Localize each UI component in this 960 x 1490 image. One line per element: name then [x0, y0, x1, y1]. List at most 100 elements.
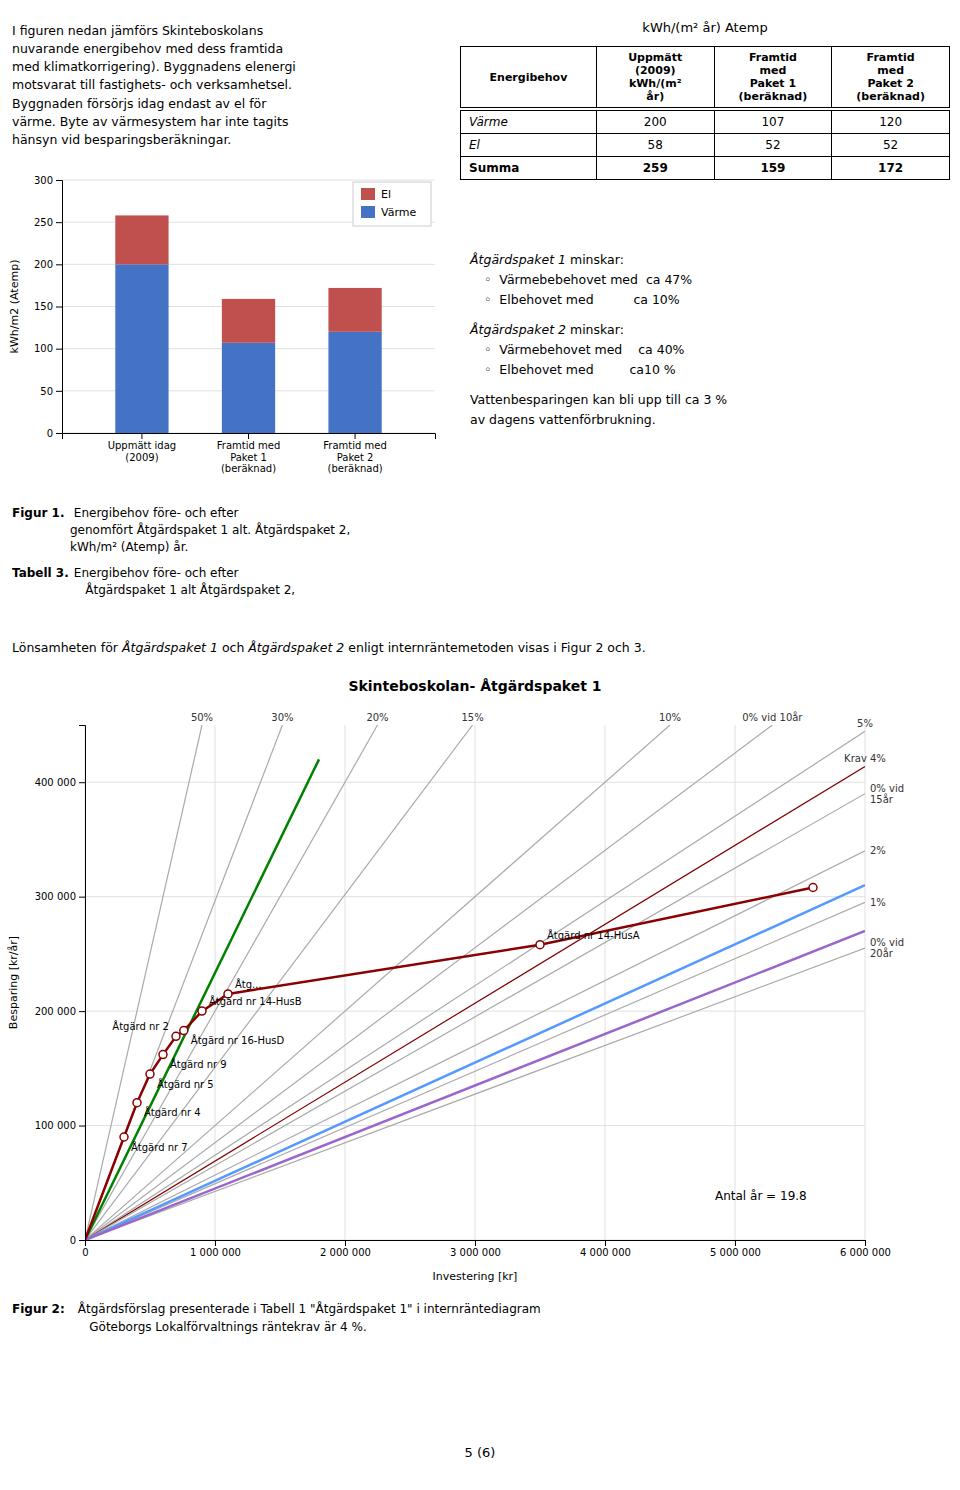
x-axis-line — [63, 434, 436, 440]
y-axis-tick-label: 200 000 — [35, 1006, 76, 1017]
y-axis-tick-label: 300 — [34, 175, 53, 186]
table-cell: 58 — [596, 134, 714, 157]
line — [85, 948, 865, 1240]
x-axis-tick-mark — [248, 433, 249, 439]
x-axis-tick: 2 000 000 — [320, 1240, 371, 1258]
y-axis-tick-mark — [56, 222, 62, 223]
grid-line — [62, 180, 435, 181]
grid-line — [345, 725, 346, 1240]
line-label: 20% — [366, 712, 388, 723]
point-label: Åtgärd nr 7 — [131, 1141, 188, 1153]
legend-box — [353, 182, 431, 226]
paragraph: I figuren nedan jämförs Skinteboskolans … — [12, 22, 442, 149]
caption-label: Tabell 3. — [12, 565, 70, 599]
y-axis-tick: 250 — [34, 217, 62, 228]
table-cell: 172 — [832, 157, 950, 180]
point — [159, 1051, 167, 1059]
bar — [222, 299, 275, 343]
y-axis-tick-label: 100 000 — [35, 1120, 76, 1131]
table-header: Energibehov — [461, 47, 597, 110]
line — [85, 725, 378, 1240]
line-label: 0% vid 10år — [742, 711, 803, 723]
summary-heading: Åtgärdspaket 1 — [470, 252, 566, 267]
x-axis-tick-label: 6 000 000 — [840, 1247, 891, 1258]
x-axis-tick: 3 000 000 — [450, 1240, 501, 1258]
grid — [62, 180, 435, 433]
x-axis-tick: Framtid medPaket 2(beräknad) — [323, 433, 386, 474]
legend: ElVärme — [353, 182, 431, 226]
caption-text: Åtgärdsförslag presenterade i Tabell 1 "… — [74, 1300, 541, 1336]
plot-area — [85, 725, 865, 1240]
y-axis-line — [56, 181, 63, 434]
y-axis: 050100150200250300 — [34, 175, 63, 439]
point — [536, 941, 544, 949]
line-label: 0% vid20år — [870, 937, 904, 959]
x-axis-tick-label: 2 000 000 — [320, 1247, 371, 1258]
x-axis-tick-mark — [345, 1240, 346, 1246]
line-label: 15% — [461, 712, 483, 723]
y-axis-tick-label: 100 — [34, 343, 53, 354]
caption-label: Figur 2: — [12, 1300, 74, 1336]
y-axis-tick-mark — [79, 897, 85, 898]
summary-text: minskar: — [566, 322, 624, 337]
x-axis-tick-mark — [355, 433, 356, 439]
x-axis: Uppmätt idag(2009)Framtid medPaket 1(ber… — [63, 433, 436, 474]
line — [85, 794, 865, 1240]
table-cell: 259 — [596, 157, 714, 180]
bar — [222, 343, 275, 433]
point — [146, 1070, 154, 1078]
x-axis-tick-label: Framtid medPaket 2(beräknad) — [323, 440, 386, 474]
table-cell: 52 — [714, 134, 832, 157]
table-header: Framtid med Paket 1 (beräknad) — [714, 47, 832, 110]
x-axis-tick-mark — [865, 1240, 866, 1246]
summary-heading-line: Åtgärdspaket 2 minskar: — [470, 320, 940, 340]
line-label: 0% vid15år — [870, 783, 904, 805]
x-axis-tick: 0 — [82, 1240, 88, 1258]
intro-segment: och — [218, 640, 248, 655]
point — [809, 884, 817, 892]
y-axis-tick-mark — [56, 391, 62, 392]
line-label: 10% — [659, 712, 681, 723]
y-axis-tick-label: 200 — [34, 259, 53, 270]
legend-label: Värme — [381, 206, 416, 219]
line-label: 2% — [870, 845, 886, 856]
caption-text: Energibehov före- och efter genomfört Åt… — [70, 505, 350, 555]
point — [198, 1007, 206, 1015]
x-axis-tick: Uppmätt idag(2009) — [108, 433, 177, 463]
y-axis-line — [79, 726, 86, 1241]
caption: Figur 1. Energibehov före- och efter gen… — [12, 505, 452, 555]
x-axis-tick: 4 000 000 — [580, 1240, 631, 1258]
table-header: Framtid med Paket 2 (beräknad) — [832, 47, 950, 110]
y-axis: 0100 000200 000300 000400 000 — [35, 726, 86, 1246]
legend-swatch — [361, 188, 375, 200]
caption-label: Figur 1. — [12, 505, 70, 555]
x-axis-tick-label: 3 000 000 — [450, 1247, 501, 1258]
annotation: Antal år = 19.8 — [715, 1189, 807, 1203]
legend-swatch — [361, 206, 375, 218]
summary-item: ◦ Elbehovet med ca 10% — [470, 290, 940, 310]
point-label: Åtgärd nr 14-HusA — [547, 929, 640, 941]
point-label: Åtgärd nr 16-HusD — [191, 1034, 285, 1046]
y-axis-tick: 400 000 — [35, 777, 85, 788]
point — [172, 1032, 180, 1040]
intro-segment: Åtgärdspaket 2 — [248, 640, 344, 655]
grid-line — [85, 1125, 865, 1126]
bar — [115, 264, 168, 433]
x-axis-tick-mark — [735, 1240, 736, 1246]
summary-heading: Åtgärdspaket 2 — [470, 322, 566, 337]
summary-heading-line: Åtgärdspaket 1 minskar: — [470, 250, 940, 270]
y-axis-tick-label: 250 — [34, 217, 53, 228]
y-axis-tick: 50 — [40, 386, 62, 397]
x-axis-tick-label: 1 000 000 — [190, 1247, 241, 1258]
bar — [328, 332, 381, 433]
line — [85, 851, 865, 1240]
bar-series — [115, 264, 381, 433]
line-label: 5% — [857, 718, 873, 729]
x-axis-tick: 6 000 000 — [840, 1240, 891, 1258]
summary-item: ◦ Elbehovet med ca10 % — [470, 360, 940, 380]
y-axis-title: Besparing [kr/år] — [7, 936, 20, 1029]
point — [133, 1099, 141, 1107]
table-cell: Summa — [461, 157, 597, 180]
y-axis-tick-label: 150 — [34, 301, 53, 312]
summary: Åtgärdspaket 1 minskar:◦ Värmebebehovet … — [470, 250, 940, 430]
